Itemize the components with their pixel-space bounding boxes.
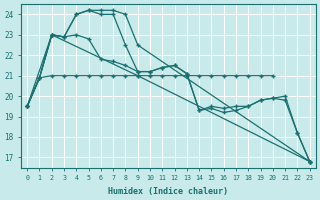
X-axis label: Humidex (Indice chaleur): Humidex (Indice chaleur) [108, 187, 228, 196]
